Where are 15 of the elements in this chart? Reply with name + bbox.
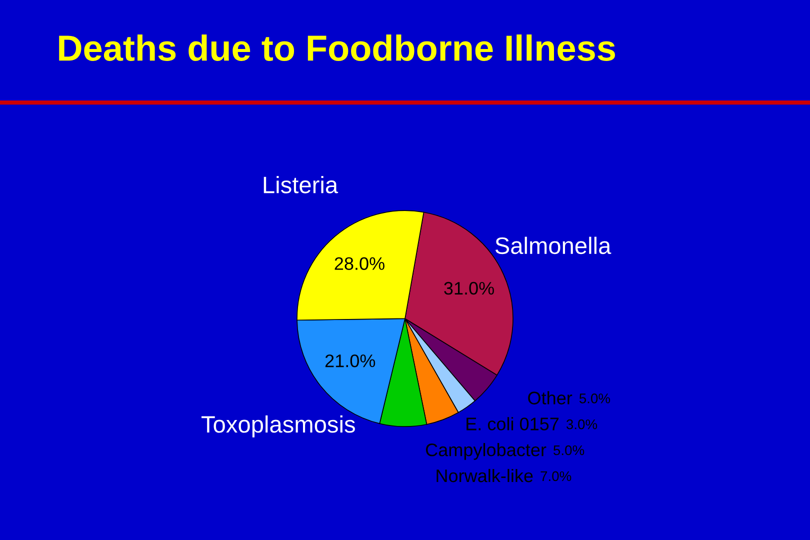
slice-label: Norwalk-like	[436, 468, 533, 482]
data-label: 3.0%	[566, 419, 598, 430]
data-label: 21.0%	[325, 354, 376, 368]
slice-label: Listeria	[264, 176, 338, 194]
data-label: 5.0%	[554, 445, 584, 456]
slice-label: E. coli 0157	[466, 417, 559, 430]
chart-title: Deaths due to Foodborne Illness	[59, 34, 615, 61]
data-label: 31.0%	[444, 282, 494, 295]
data-label: 7.0%	[540, 471, 572, 482]
slice-label: Salmonella	[495, 236, 612, 254]
data-label: 28.0%	[334, 257, 384, 270]
slice-label: Campylobacter	[426, 443, 546, 460]
slice-label: Other	[528, 391, 572, 404]
data-label: 5.0%	[579, 393, 610, 404]
slice-label: Toxoplasmosis	[202, 415, 355, 438]
